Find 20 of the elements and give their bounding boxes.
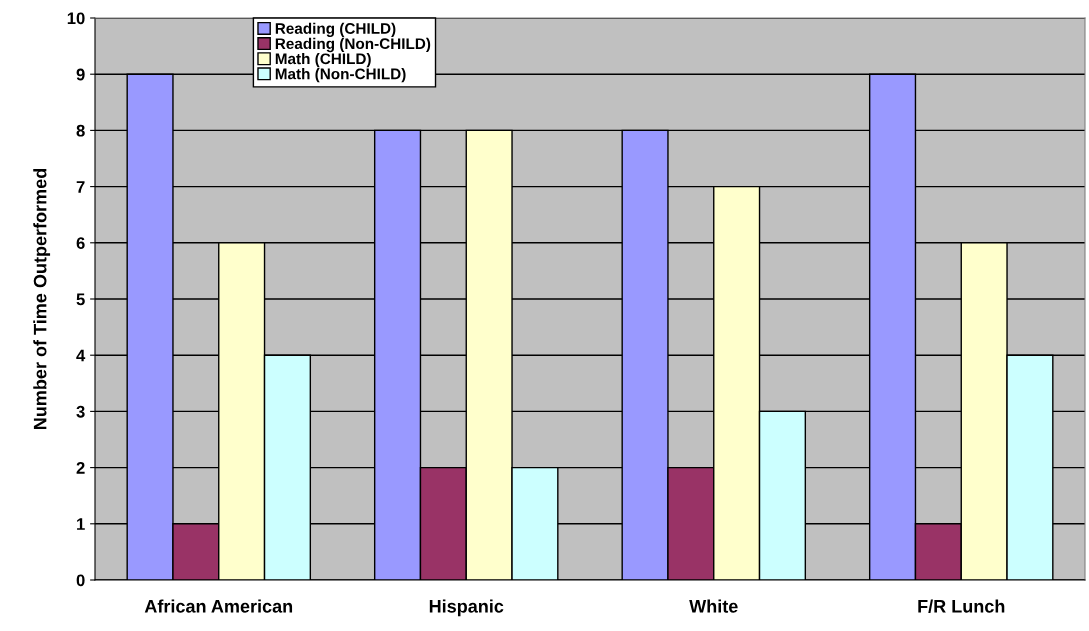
y-tick-label: 9 (76, 68, 85, 81)
legend-label: Reading (Non-CHILD) (275, 37, 431, 53)
y-axis-title: Number of Time Outperformed (33, 168, 51, 430)
y-tick-label: 10 (67, 12, 85, 25)
y-tick-label: 5 (76, 293, 85, 306)
y-tick-label: 2 (76, 462, 85, 474)
y-tick-label: 0 (76, 574, 85, 587)
x-tick-label: White (689, 599, 738, 613)
x-tick-label: F/R Lunch (918, 599, 1005, 613)
x-tick-label: African American (144, 599, 293, 613)
y-tick-label: 6 (76, 237, 85, 249)
y-tick-label: 1 (77, 518, 85, 530)
x-tick-label: Hispanic (429, 599, 504, 617)
legend-label: Math (Non-CHILD) (275, 68, 406, 83)
legend-label: Math (CHILD) (275, 52, 371, 68)
legend-label: Reading (CHILD) (275, 22, 396, 37)
y-tick-label: 7 (76, 181, 85, 193)
y-tick-label: 4 (76, 349, 86, 362)
y-tick-label: 8 (76, 124, 85, 137)
y-tick-label: 3 (76, 405, 85, 418)
